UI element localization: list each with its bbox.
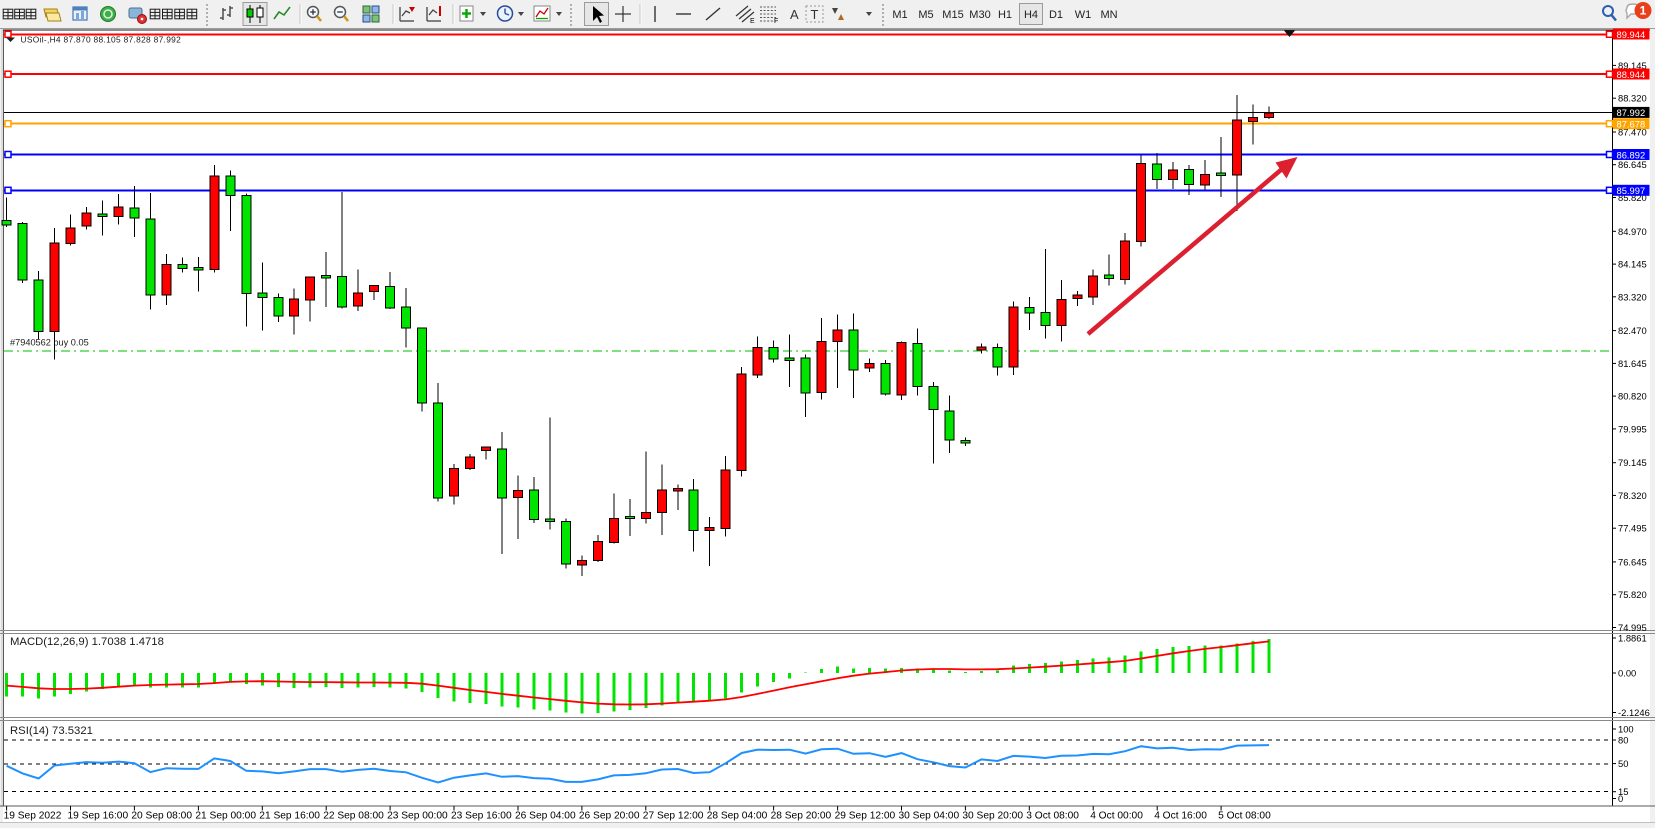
svg-text:21 Sep 00:00: 21 Sep 00:00 bbox=[195, 811, 256, 822]
svg-text:77.495: 77.495 bbox=[1618, 523, 1647, 534]
svg-text:W1: W1 bbox=[1075, 9, 1092, 21]
svg-text:74.995: 74.995 bbox=[1618, 622, 1647, 633]
svg-text:84.145: 84.145 bbox=[1618, 259, 1647, 270]
svg-text:23 Sep 00:00: 23 Sep 00:00 bbox=[387, 811, 448, 822]
svg-text:22 Sep 08:00: 22 Sep 08:00 bbox=[323, 811, 384, 822]
svg-text:79.145: 79.145 bbox=[1618, 457, 1647, 468]
svg-text:5 Oct 08:00: 5 Oct 08:00 bbox=[1218, 811, 1271, 822]
svg-text:21 Sep 16:00: 21 Sep 16:00 bbox=[259, 811, 320, 822]
svg-text:4 Oct 00:00: 4 Oct 00:00 bbox=[1090, 811, 1143, 822]
svg-text:87.992: 87.992 bbox=[1617, 107, 1646, 118]
svg-text:19 Sep 16:00: 19 Sep 16:00 bbox=[68, 811, 129, 822]
svg-text:20 Sep 08:00: 20 Sep 08:00 bbox=[131, 811, 192, 822]
svg-text:82.470: 82.470 bbox=[1618, 325, 1647, 336]
svg-text:26 Sep 04:00: 26 Sep 04:00 bbox=[515, 811, 576, 822]
svg-text:0.00: 0.00 bbox=[1618, 668, 1636, 679]
svg-text:86.645: 86.645 bbox=[1618, 159, 1647, 170]
svg-text:84.970: 84.970 bbox=[1618, 226, 1647, 237]
svg-text:85.997: 85.997 bbox=[1617, 185, 1646, 196]
svg-text:28 Sep 04:00: 28 Sep 04:00 bbox=[707, 811, 768, 822]
svg-text:50: 50 bbox=[1618, 758, 1628, 769]
svg-text:79.995: 79.995 bbox=[1618, 423, 1647, 434]
svg-text:78.320: 78.320 bbox=[1618, 490, 1647, 501]
svg-text:86.892: 86.892 bbox=[1617, 149, 1646, 160]
svg-text:0: 0 bbox=[1618, 793, 1623, 804]
svg-text:3 Oct 08:00: 3 Oct 08:00 bbox=[1026, 811, 1079, 822]
svg-text:30 Sep 20:00: 30 Sep 20:00 bbox=[962, 811, 1023, 822]
svg-text:80.820: 80.820 bbox=[1618, 391, 1647, 402]
svg-text:28 Sep 20:00: 28 Sep 20:00 bbox=[771, 811, 832, 822]
svg-text:4 Oct 16:00: 4 Oct 16:00 bbox=[1154, 811, 1207, 822]
svg-text:M1: M1 bbox=[892, 9, 907, 21]
svg-text:85.820: 85.820 bbox=[1618, 192, 1647, 203]
svg-text:USOil-,H4 87.870 88.105 87.82: USOil-,H4 87.870 88.105 87.828 87.992 bbox=[21, 35, 182, 45]
svg-text:H4: H4 bbox=[1024, 9, 1038, 21]
svg-text:T: T bbox=[811, 7, 819, 22]
svg-text:D1: D1 bbox=[1049, 9, 1063, 21]
svg-text:30 Sep 04:00: 30 Sep 04:00 bbox=[899, 811, 960, 822]
svg-text:100: 100 bbox=[1618, 724, 1634, 735]
svg-text:H1: H1 bbox=[998, 9, 1012, 21]
svg-text:E: E bbox=[750, 18, 755, 25]
svg-text:26 Sep 20:00: 26 Sep 20:00 bbox=[579, 811, 640, 822]
svg-text:29 Sep 12:00: 29 Sep 12:00 bbox=[835, 811, 896, 822]
svg-text:89.145: 89.145 bbox=[1618, 60, 1647, 71]
svg-text:MACD(12,26,9) 1.7038 1.4718: MACD(12,26,9) 1.7038 1.4718 bbox=[10, 636, 164, 648]
svg-text:RSI(14) 73.5321: RSI(14) 73.5321 bbox=[10, 725, 93, 737]
svg-text:A: A bbox=[790, 7, 799, 22]
svg-text:-2.1246: -2.1246 bbox=[1618, 707, 1650, 718]
svg-text:81.645: 81.645 bbox=[1618, 358, 1647, 369]
svg-text:MN: MN bbox=[1100, 9, 1117, 21]
svg-text:19 Sep 2022: 19 Sep 2022 bbox=[4, 811, 62, 822]
svg-text:89.944: 89.944 bbox=[1617, 29, 1646, 40]
svg-text:88.320: 88.320 bbox=[1618, 93, 1647, 104]
svg-text:87.678: 87.678 bbox=[1617, 119, 1646, 130]
svg-text:76.645: 76.645 bbox=[1618, 556, 1647, 567]
svg-text:#7940562 buy 0.05: #7940562 buy 0.05 bbox=[10, 338, 89, 348]
svg-text:75.820: 75.820 bbox=[1618, 589, 1647, 600]
svg-text:1.8861: 1.8861 bbox=[1618, 633, 1647, 644]
svg-text:F: F bbox=[774, 18, 778, 25]
svg-text:27 Sep 12:00: 27 Sep 12:00 bbox=[643, 811, 704, 822]
svg-text:80: 80 bbox=[1618, 735, 1628, 746]
svg-text:1: 1 bbox=[1640, 4, 1647, 18]
svg-text:M30: M30 bbox=[969, 9, 990, 21]
svg-text:M5: M5 bbox=[918, 9, 933, 21]
svg-text:87.470: 87.470 bbox=[1618, 127, 1647, 138]
svg-text:83.320: 83.320 bbox=[1618, 291, 1647, 302]
svg-text:15: 15 bbox=[1618, 786, 1628, 797]
svg-text:88.944: 88.944 bbox=[1617, 69, 1646, 80]
svg-text:23 Sep 16:00: 23 Sep 16:00 bbox=[451, 811, 512, 822]
svg-text:M15: M15 bbox=[942, 9, 963, 21]
